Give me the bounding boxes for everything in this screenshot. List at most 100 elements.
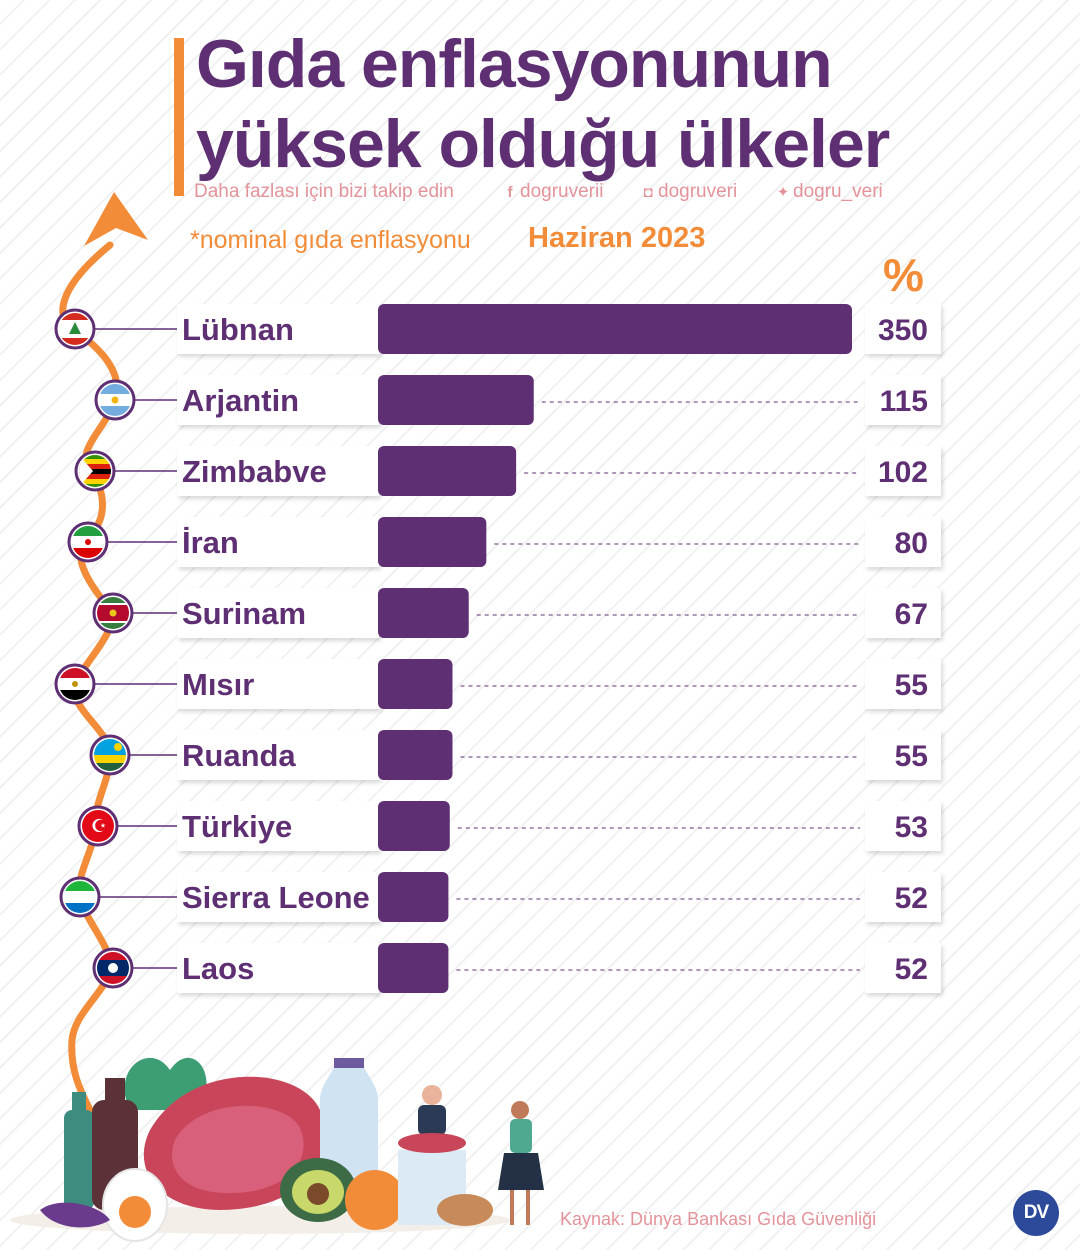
table-row: ☪ Türkiye 53 — [77, 801, 941, 851]
facebook-link[interactable]: f dogruverii — [503, 181, 604, 203]
value-label: 102 — [878, 456, 928, 489]
egypt-flag-icon — [54, 663, 96, 705]
source-note: Kaynak: Dünya Bankası Gıda Güvenliği — [560, 1209, 877, 1229]
label-box — [177, 659, 379, 709]
value-label: 115 — [880, 385, 928, 418]
bar — [378, 943, 449, 993]
table-row: Mısır 55 — [54, 659, 941, 709]
title-accent-bar — [174, 38, 184, 196]
value-label: 53 — [895, 811, 928, 844]
value-box — [865, 659, 941, 709]
rwanda-flag-icon — [89, 734, 131, 776]
value-box — [865, 872, 941, 922]
instagram-icon: ◘ — [643, 183, 653, 201]
label-box — [177, 375, 379, 425]
bar-label: İran — [182, 525, 239, 560]
brand-logo: DV — [1013, 1190, 1059, 1236]
label-box — [177, 943, 379, 993]
bottle-icon — [64, 1110, 94, 1210]
bar-label: Türkiye — [182, 809, 292, 844]
bar — [378, 446, 517, 496]
food-illustration — [10, 1057, 544, 1242]
bar-label: Sierra Leone — [182, 880, 370, 915]
argentina-flag-icon — [94, 379, 136, 421]
value-label: 67 — [895, 598, 928, 631]
suriname-flag-icon — [92, 592, 134, 634]
bar — [378, 801, 450, 851]
value-box — [865, 801, 941, 851]
value-label: 55 — [895, 740, 928, 773]
svg-text:☪: ☪ — [91, 816, 107, 837]
title-line-1: Gıda enflasyonunun — [196, 26, 833, 102]
pumpkin-icon — [345, 1170, 405, 1230]
bar — [378, 517, 487, 567]
table-row: Sierra Leone 52 — [59, 872, 941, 922]
bar — [378, 588, 469, 638]
page-title: Gıda enflasyonunun yüksek olduğu ülkeler — [196, 24, 1056, 184]
label-box — [177, 446, 379, 496]
value-box — [865, 943, 941, 993]
value-box — [865, 304, 941, 354]
table-row: Laos 52 — [92, 943, 941, 993]
zimbabwe-flag-icon — [74, 450, 116, 492]
label-box — [177, 872, 379, 922]
bar-label: Surinam — [182, 596, 306, 631]
bar — [378, 872, 449, 922]
bar — [378, 659, 453, 709]
value-label: 350 — [878, 314, 928, 347]
bar — [378, 730, 453, 780]
facebook-icon: f — [507, 183, 513, 201]
value-label: 80 — [895, 527, 928, 560]
bar-label: Arjantin — [182, 383, 299, 418]
value-box — [865, 730, 941, 780]
bar-label: Ruanda — [182, 738, 296, 773]
follow-text: Daha fazlası için bizi takip edin — [194, 181, 454, 202]
instagram-link[interactable]: ◘ dogruveri — [641, 181, 737, 203]
title-line-2: yüksek olduğu ülkeler — [196, 106, 890, 182]
table-row: İran 80 — [67, 517, 941, 567]
table-row: Ruanda 55 — [89, 730, 941, 780]
value-label: 52 — [895, 953, 928, 986]
table-row: Surinam 67 — [92, 588, 941, 638]
label-box — [177, 304, 379, 354]
bar-label: Lübnan — [182, 312, 294, 347]
turkey-flag-icon: ☪ — [77, 805, 119, 847]
twitter-icon: ✦ — [776, 184, 790, 201]
label-box — [177, 517, 379, 567]
bar-label: Laos — [182, 951, 254, 986]
lebanon-flag-icon — [54, 308, 96, 350]
value-label: 55 — [895, 669, 928, 702]
table-row: Zimbabve 102 — [74, 446, 941, 496]
chart-period: Haziran 2023 — [528, 222, 706, 254]
instagram-handle: dogruveri — [658, 181, 738, 202]
person-meditating-icon — [422, 1085, 442, 1105]
bar-label: Mısır — [182, 667, 254, 702]
facebook-handle: dogruverii — [520, 181, 604, 202]
laos-flag-icon — [92, 947, 134, 989]
table-row: Arjantin 115 — [94, 375, 941, 425]
bar — [378, 304, 852, 354]
label-box — [177, 730, 379, 780]
value-box — [865, 375, 941, 425]
iran-flag-icon — [67, 521, 109, 563]
value-box — [865, 588, 941, 638]
chart-note: *nominal gıda enflasyonu — [190, 226, 471, 254]
twitter-link[interactable]: ✦ dogru_veri — [776, 181, 883, 203]
person-standing-icon — [511, 1101, 529, 1119]
eggplant-icon — [40, 1202, 110, 1228]
growth-arrow-head-icon — [84, 192, 148, 246]
value-box — [865, 446, 941, 496]
value-box — [865, 517, 941, 567]
almond-icon — [437, 1194, 493, 1226]
bar — [378, 375, 534, 425]
label-box — [177, 588, 379, 638]
sierra-leone-flag-icon — [59, 876, 101, 918]
unit-label: % — [883, 249, 924, 301]
milk-bottle-icon — [320, 1062, 378, 1190]
value-label: 52 — [895, 882, 928, 915]
bar-label: Zimbabve — [182, 454, 327, 489]
twitter-handle: dogru_veri — [793, 181, 883, 202]
label-box — [177, 801, 379, 851]
table-row: Lübnan 350 — [54, 304, 941, 354]
